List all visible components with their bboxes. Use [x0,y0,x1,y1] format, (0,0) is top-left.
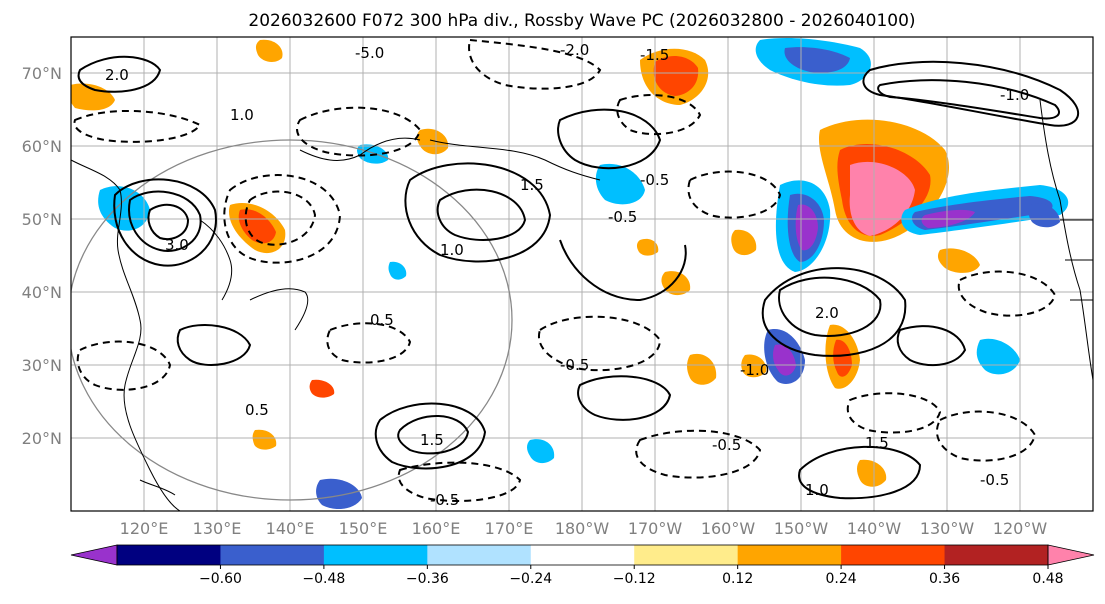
colorbar-bin [117,545,221,565]
colorbar-tick-label: 0.48 [1032,571,1063,587]
contours-positive [77,55,1080,500]
colorbar-tick-label: −0.60 [199,571,242,587]
colorbar-outline [116,544,1049,566]
lon-label: 130°E [193,519,242,538]
colorbar-bin [220,545,325,565]
colorbar-tick-label: −0.12 [613,571,656,587]
contour-label: -0.5 [980,471,1009,489]
colorbar-bin [737,545,842,565]
contour-label: 1.0 [440,241,464,259]
lon-label: 160°W [701,519,756,538]
colorbar: −0.60 −0.48 −0.36 −0.24 −0.12 0.12 0.24 0.36 0.4… [70,544,1095,587]
contour-label: 1.5 [865,434,889,452]
contour-label: -5.0 [355,44,384,62]
contour-labels: -0.5 -0.5 -0.5 -0.5 -0.5 -0.5 0.5 0.5 1.… [105,41,1029,509]
lat-label: 30°N [22,356,62,375]
contour-label: -0.5 [608,208,637,226]
lon-label: 180°W [555,519,610,538]
contour-label: 0.5 [245,401,269,419]
colorbar-bin [427,545,532,565]
lon-label: 130°W [920,519,975,538]
lon-label: 120°W [993,519,1048,538]
contour-label: 2.0 [105,66,129,84]
contour-label: -1.0 [740,361,769,379]
lat-label: 40°N [22,283,62,302]
colorbar-tick-label: −0.48 [302,571,345,587]
lon-label: 140°W [847,519,902,538]
contour-label: 3.0 [165,236,189,254]
contour-label: -0.5 [560,356,589,374]
contour-label: 2.0 [815,304,839,322]
colorbar-tick-label: −0.24 [509,571,552,587]
contours-negative [73,38,1057,502]
lon-label: 170°E [485,519,534,538]
colorbar-tick-label: −0.36 [406,571,449,587]
region-circle [71,139,513,501]
lat-label: 50°N [22,210,62,229]
contour-label: -1.5 [640,46,669,64]
contour-label: -0.5 [430,491,459,509]
lon-label: 170°W [628,519,683,538]
colorbar-tick-label: 0.12 [722,571,753,587]
contour-label: 1.5 [520,176,544,194]
map-frame [70,36,1094,512]
contour-label: 0.5 [370,311,394,329]
contour-label: -1.0 [1000,86,1029,104]
lon-label: 140°E [266,519,315,538]
lon-label: 160°E [412,519,461,538]
colorbar-bin [530,545,635,565]
colorbar-bin [841,545,946,565]
colorbar-bin [323,545,428,565]
lon-label: 150°E [339,519,388,538]
map-panel: -0.5 -0.5 -0.5 -0.5 -0.5 -0.5 0.5 0.5 1.… [71,37,1093,511]
colorbar-bin [634,545,739,565]
colorbar-bin [944,545,1049,565]
colorbar-extend-max [1047,544,1095,566]
contour-label: 1.5 [420,431,444,449]
lat-label: 20°N [22,429,62,448]
contour-label: -0.5 [640,171,669,189]
lon-label: 150°W [774,519,829,538]
contour-label: 1.0 [230,106,254,124]
colorbar-tick-label: 0.24 [826,571,857,587]
coastlines [71,99,1093,511]
longitude-labels: 120°E 130°E 140°E 150°E 160°E 170°E 180°… [120,519,1048,538]
figure-title: 2026032600 F072 300 hPa div., Rossby Wav… [248,11,915,31]
colorbar-extend-min [70,544,118,566]
latitude-labels: 70°N 60°N 50°N 40°N 30°N 20°N [22,64,62,448]
colorbar-tick-label: 0.36 [929,571,960,587]
lat-label: 70°N [22,64,62,83]
lon-label: 120°E [120,519,169,538]
lat-label: 60°N [22,137,62,156]
contour-label: -2.0 [560,41,589,59]
contour-label: -0.5 [712,436,741,454]
contour-label: 1.0 [805,481,829,499]
